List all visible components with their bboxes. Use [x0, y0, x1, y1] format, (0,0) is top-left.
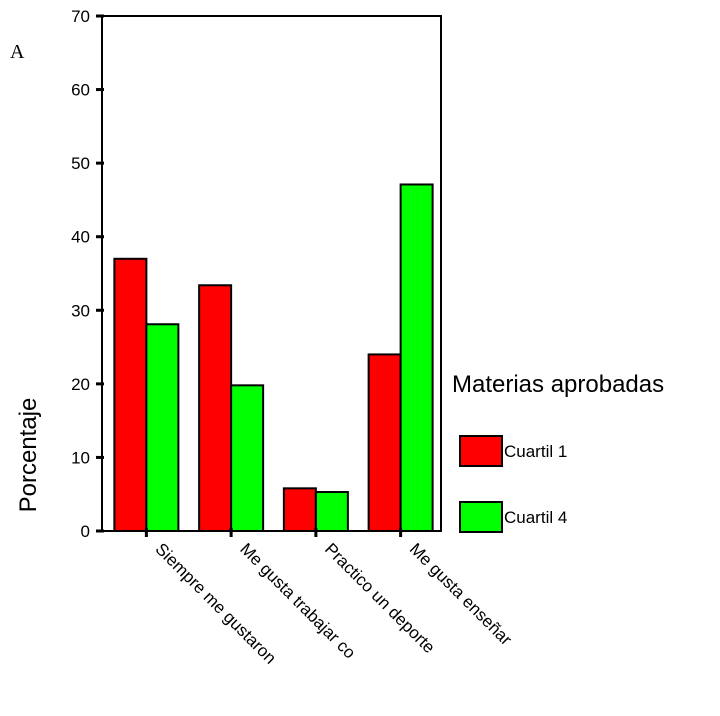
legend-swatch-cuartil-1 [459, 435, 503, 467]
bar-2-1 [145, 323, 180, 532]
bar-1-2 [198, 284, 233, 532]
y-tick-label: 30 [71, 301, 90, 320]
y-tick-label: 40 [71, 228, 90, 247]
panel-label: A [10, 41, 25, 63]
y-tick-label: 10 [71, 448, 90, 467]
bar-1-1 [113, 257, 148, 532]
legend-swatch-cuartil-4 [459, 501, 503, 533]
legend: Materias aprobadas Cuartil 1 Cuartil 4 [452, 371, 664, 533]
legend-title: Materias aprobadas [452, 371, 664, 398]
y-tick-label: 50 [71, 154, 90, 173]
bars [113, 183, 434, 533]
bar-1-4 [367, 353, 402, 532]
y-axis: 0 10 20 30 40 50 60 70 [71, 7, 104, 541]
bar-2-2 [230, 384, 265, 533]
y-tick-label: 20 [71, 375, 90, 394]
bar-2-4 [399, 183, 434, 532]
y-tick-label: 60 [71, 81, 90, 100]
y-tick-label: 0 [81, 522, 90, 541]
plot-frame [101, 15, 442, 532]
legend-label-cuartil-4: Cuartil 4 [504, 508, 567, 527]
y-axis-label: Porcentaje [15, 398, 42, 513]
bar-1-3 [282, 487, 317, 533]
legend-label-cuartil-1: Cuartil 1 [504, 442, 567, 461]
y-tick-label: 70 [71, 7, 90, 26]
bar-2-3 [314, 491, 349, 532]
